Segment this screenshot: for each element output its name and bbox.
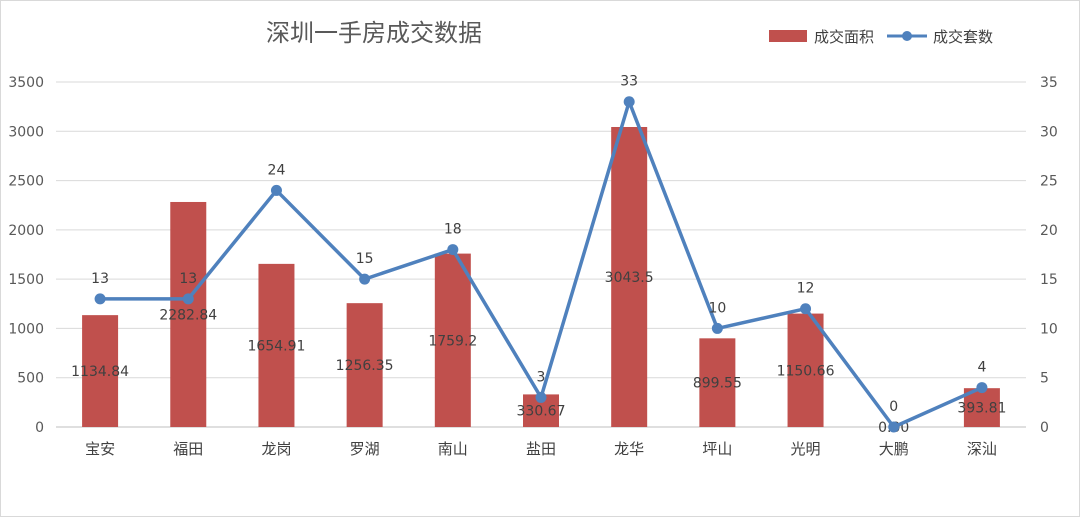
y-axis-left: 0 500 1000 1500 2000 2500 3000 3500 (8, 75, 44, 436)
bar-data-label: 1134.84 (71, 364, 129, 380)
line-data-label: 13 (91, 271, 109, 287)
x-tick-label: 福田 (173, 440, 203, 458)
line-data-label: 13 (179, 271, 197, 287)
x-tick-label: 宝安 (85, 440, 115, 458)
bar (434, 253, 471, 427)
y-left-tick-label: 2000 (8, 223, 44, 239)
line-data-label: 10 (708, 300, 726, 316)
y-left-tick-label: 1000 (8, 321, 44, 337)
y-right-tick-label: 15 (1040, 272, 1058, 288)
line-series-count (94, 96, 988, 433)
y-right-tick-label: 35 (1040, 75, 1058, 91)
y-left-tick-label: 500 (17, 371, 44, 387)
bar (346, 303, 383, 427)
y-left-tick-label: 3000 (8, 124, 44, 140)
y-axis-right: 0 5 10 15 20 25 30 35 (1040, 75, 1058, 436)
bar (82, 315, 119, 427)
y-right-tick-label: 5 (1040, 371, 1049, 387)
count-marker (976, 382, 988, 394)
y-right-tick-label: 20 (1040, 223, 1058, 239)
x-tick-label: 深汕 (967, 440, 997, 458)
x-tick-label: 大鹏 (879, 440, 909, 458)
y-right-tick-label: 0 (1040, 420, 1049, 436)
bar (699, 338, 736, 427)
bar-data-label: 1150.66 (777, 363, 835, 379)
y-right-tick-label: 30 (1040, 124, 1058, 140)
bar-data-label: 330.67 (517, 404, 566, 420)
x-axis: 宝安 福田 龙岗 罗湖 南山 盐田 龙华 坪山 光明 大鹏 深汕 (85, 440, 997, 458)
gridlines (56, 81, 1026, 428)
bar-data-label: 1654.91 (248, 338, 306, 354)
count-marker (800, 303, 812, 315)
legend-label-area: 成交面积 (814, 28, 874, 46)
line-data-label: 15 (356, 251, 374, 267)
line-data-label: 0 (889, 399, 898, 415)
y-right-tick-label: 25 (1040, 174, 1058, 190)
line-data-label: 24 (268, 162, 286, 178)
count-marker (623, 96, 635, 108)
legend-swatch-area (769, 30, 807, 42)
legend: 成交面积 成交套数 (769, 28, 993, 46)
y-right-tick-label: 10 (1040, 321, 1058, 337)
x-tick-label: 罗湖 (350, 440, 380, 458)
bar (611, 126, 648, 427)
line-data-label: 4 (977, 360, 986, 376)
legend-swatch-count-marker (902, 31, 912, 41)
line-data-label: 33 (620, 74, 638, 90)
bar-data-labels: 1134.84 2282.84 1654.91 1256.35 1759.2 330.67… (71, 270, 1006, 436)
count-marker (535, 391, 547, 403)
count-marker (888, 421, 900, 433)
count-marker (270, 184, 282, 196)
y-left-tick-label: 1500 (8, 272, 44, 288)
count-marker (359, 273, 371, 285)
count-marker (94, 293, 106, 305)
bar-data-label: 393.81 (957, 401, 1006, 417)
bar (170, 201, 207, 427)
bar-data-label: 1256.35 (336, 358, 394, 374)
line-data-label: 18 (444, 222, 462, 238)
bar-series-area (82, 126, 1000, 427)
bar-data-label: 1759.2 (428, 333, 477, 349)
legend-label-count: 成交套数 (933, 28, 993, 46)
count-marker (447, 244, 459, 256)
bar (258, 263, 295, 427)
x-tick-label: 南山 (438, 440, 468, 458)
chart-title: 深圳一手房成交数据 (266, 19, 482, 47)
count-marker (711, 322, 723, 334)
bar-data-label: 3043.5 (605, 270, 654, 286)
y-left-tick-label: 3500 (8, 75, 44, 91)
bar (787, 313, 824, 427)
line-data-label: 3 (537, 369, 546, 385)
bar-data-label: 899.55 (693, 376, 742, 392)
x-tick-label: 坪山 (702, 440, 732, 458)
y-left-tick-label: 0 (35, 420, 44, 436)
x-tick-label: 盐田 (526, 440, 556, 458)
y-left-tick-label: 2500 (8, 174, 44, 190)
count-marker (182, 293, 194, 305)
line-data-label: 12 (797, 281, 815, 297)
x-tick-label: 龙华 (614, 440, 644, 458)
x-tick-label: 光明 (791, 440, 821, 458)
bar-data-label: 2282.84 (159, 307, 217, 323)
x-tick-label: 龙岗 (261, 440, 291, 458)
